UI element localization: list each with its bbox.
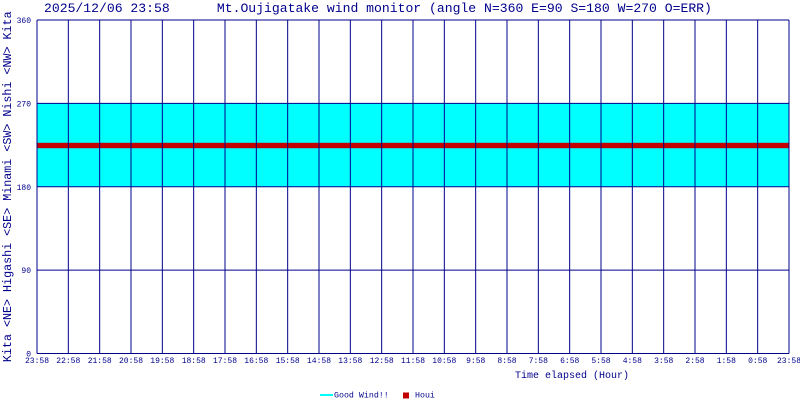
svg-text:Good Wind!!: Good Wind!!	[334, 391, 389, 400]
svg-text:2:58: 2:58	[685, 357, 704, 366]
svg-text:90: 90	[21, 267, 31, 276]
svg-text:9:58: 9:58	[466, 357, 485, 366]
svg-text:12:58: 12:58	[370, 357, 394, 366]
svg-text:360: 360	[17, 17, 32, 26]
svg-text:23:58: 23:58	[25, 357, 49, 366]
svg-text:17:58: 17:58	[213, 357, 237, 366]
svg-text:5:58: 5:58	[591, 357, 610, 366]
svg-text:1:58: 1:58	[717, 357, 736, 366]
svg-text:Houi: Houi	[415, 391, 435, 400]
svg-text:13:58: 13:58	[338, 357, 362, 366]
svg-text:18:58: 18:58	[182, 357, 206, 366]
svg-text:10:58: 10:58	[432, 357, 456, 366]
svg-text:21:58: 21:58	[88, 357, 112, 366]
svg-text:15:58: 15:58	[276, 357, 300, 366]
svg-text:2025/12/06 23:58 Mt.Oujig: 2025/12/06 23:58 Mt.Oujigatake wind moni…	[44, 1, 712, 16]
svg-text:180: 180	[17, 184, 32, 193]
svg-text:4:58: 4:58	[623, 357, 642, 366]
svg-text:23:58: 23:58	[777, 357, 800, 366]
svg-text:Kita <NE> Higashi <SE> Minami: Kita <NE> Higashi <SE> Minami <SW> Nishi…	[1, 11, 15, 362]
svg-text:0:58: 0:58	[748, 357, 767, 366]
svg-text:3:58: 3:58	[654, 357, 673, 366]
svg-text:8:58: 8:58	[497, 357, 516, 366]
svg-text:20:58: 20:58	[119, 357, 143, 366]
svg-text:14:58: 14:58	[307, 357, 331, 366]
svg-text:6:58: 6:58	[560, 357, 579, 366]
svg-text:Time elapsed (Hour): Time elapsed (Hour)	[515, 370, 629, 382]
svg-text:19:58: 19:58	[150, 357, 174, 366]
svg-text:270: 270	[17, 101, 32, 110]
svg-text:11:58: 11:58	[401, 357, 425, 366]
svg-text:7:58: 7:58	[529, 357, 548, 366]
svg-text:22:58: 22:58	[56, 357, 80, 366]
svg-text:16:58: 16:58	[244, 357, 268, 366]
